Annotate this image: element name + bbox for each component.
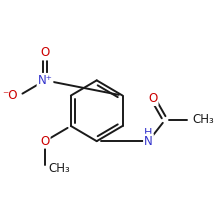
Text: CH₃: CH₃ [48, 162, 70, 175]
Text: O: O [148, 92, 158, 105]
Text: N: N [144, 135, 153, 148]
Text: O: O [40, 135, 50, 148]
Text: O: O [40, 46, 50, 59]
Text: N⁺: N⁺ [38, 74, 52, 87]
Text: ⁻O: ⁻O [2, 89, 18, 102]
Text: CH₃: CH₃ [192, 113, 214, 126]
Text: H: H [144, 128, 153, 138]
